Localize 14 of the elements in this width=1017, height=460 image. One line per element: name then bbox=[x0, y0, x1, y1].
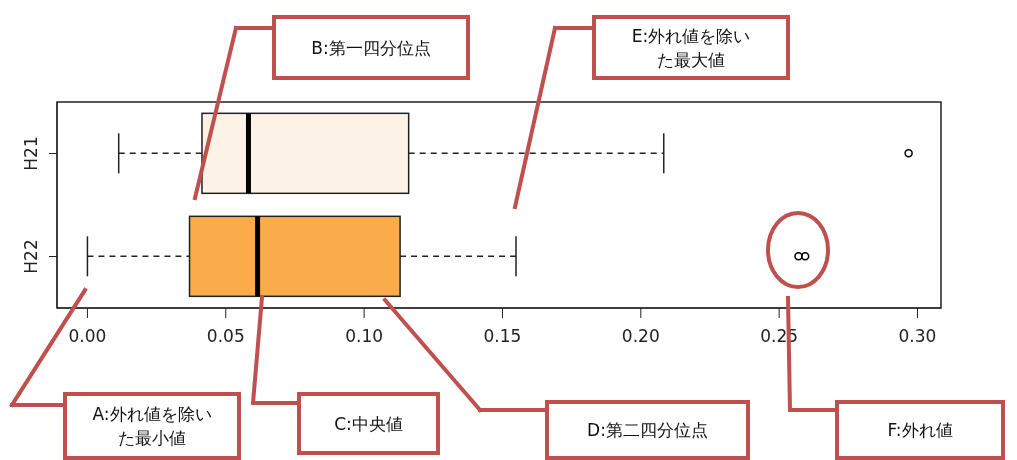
text: B:第一四分位点 bbox=[311, 36, 431, 60]
text: E:外れ値を除いた最大値 bbox=[630, 24, 752, 72]
text: A:外れ値を除いた最小値 bbox=[91, 403, 213, 450]
text: D:第二四分位点 bbox=[587, 419, 708, 442]
text: F:外れ値 bbox=[887, 419, 953, 442]
x-tick-label: 0.05 bbox=[206, 326, 245, 347]
x-tick-label: 0.30 bbox=[898, 326, 937, 347]
y-tick-label: H21 bbox=[21, 136, 41, 171]
x-tick-label: 0.15 bbox=[483, 326, 522, 347]
y-tick-label: H22 bbox=[21, 239, 41, 274]
x-tick-label: 0.00 bbox=[68, 326, 107, 347]
x-tick-label: 0.10 bbox=[345, 326, 384, 347]
text: C:中央値 bbox=[334, 412, 403, 436]
x-tick-label: 0.20 bbox=[621, 326, 660, 347]
